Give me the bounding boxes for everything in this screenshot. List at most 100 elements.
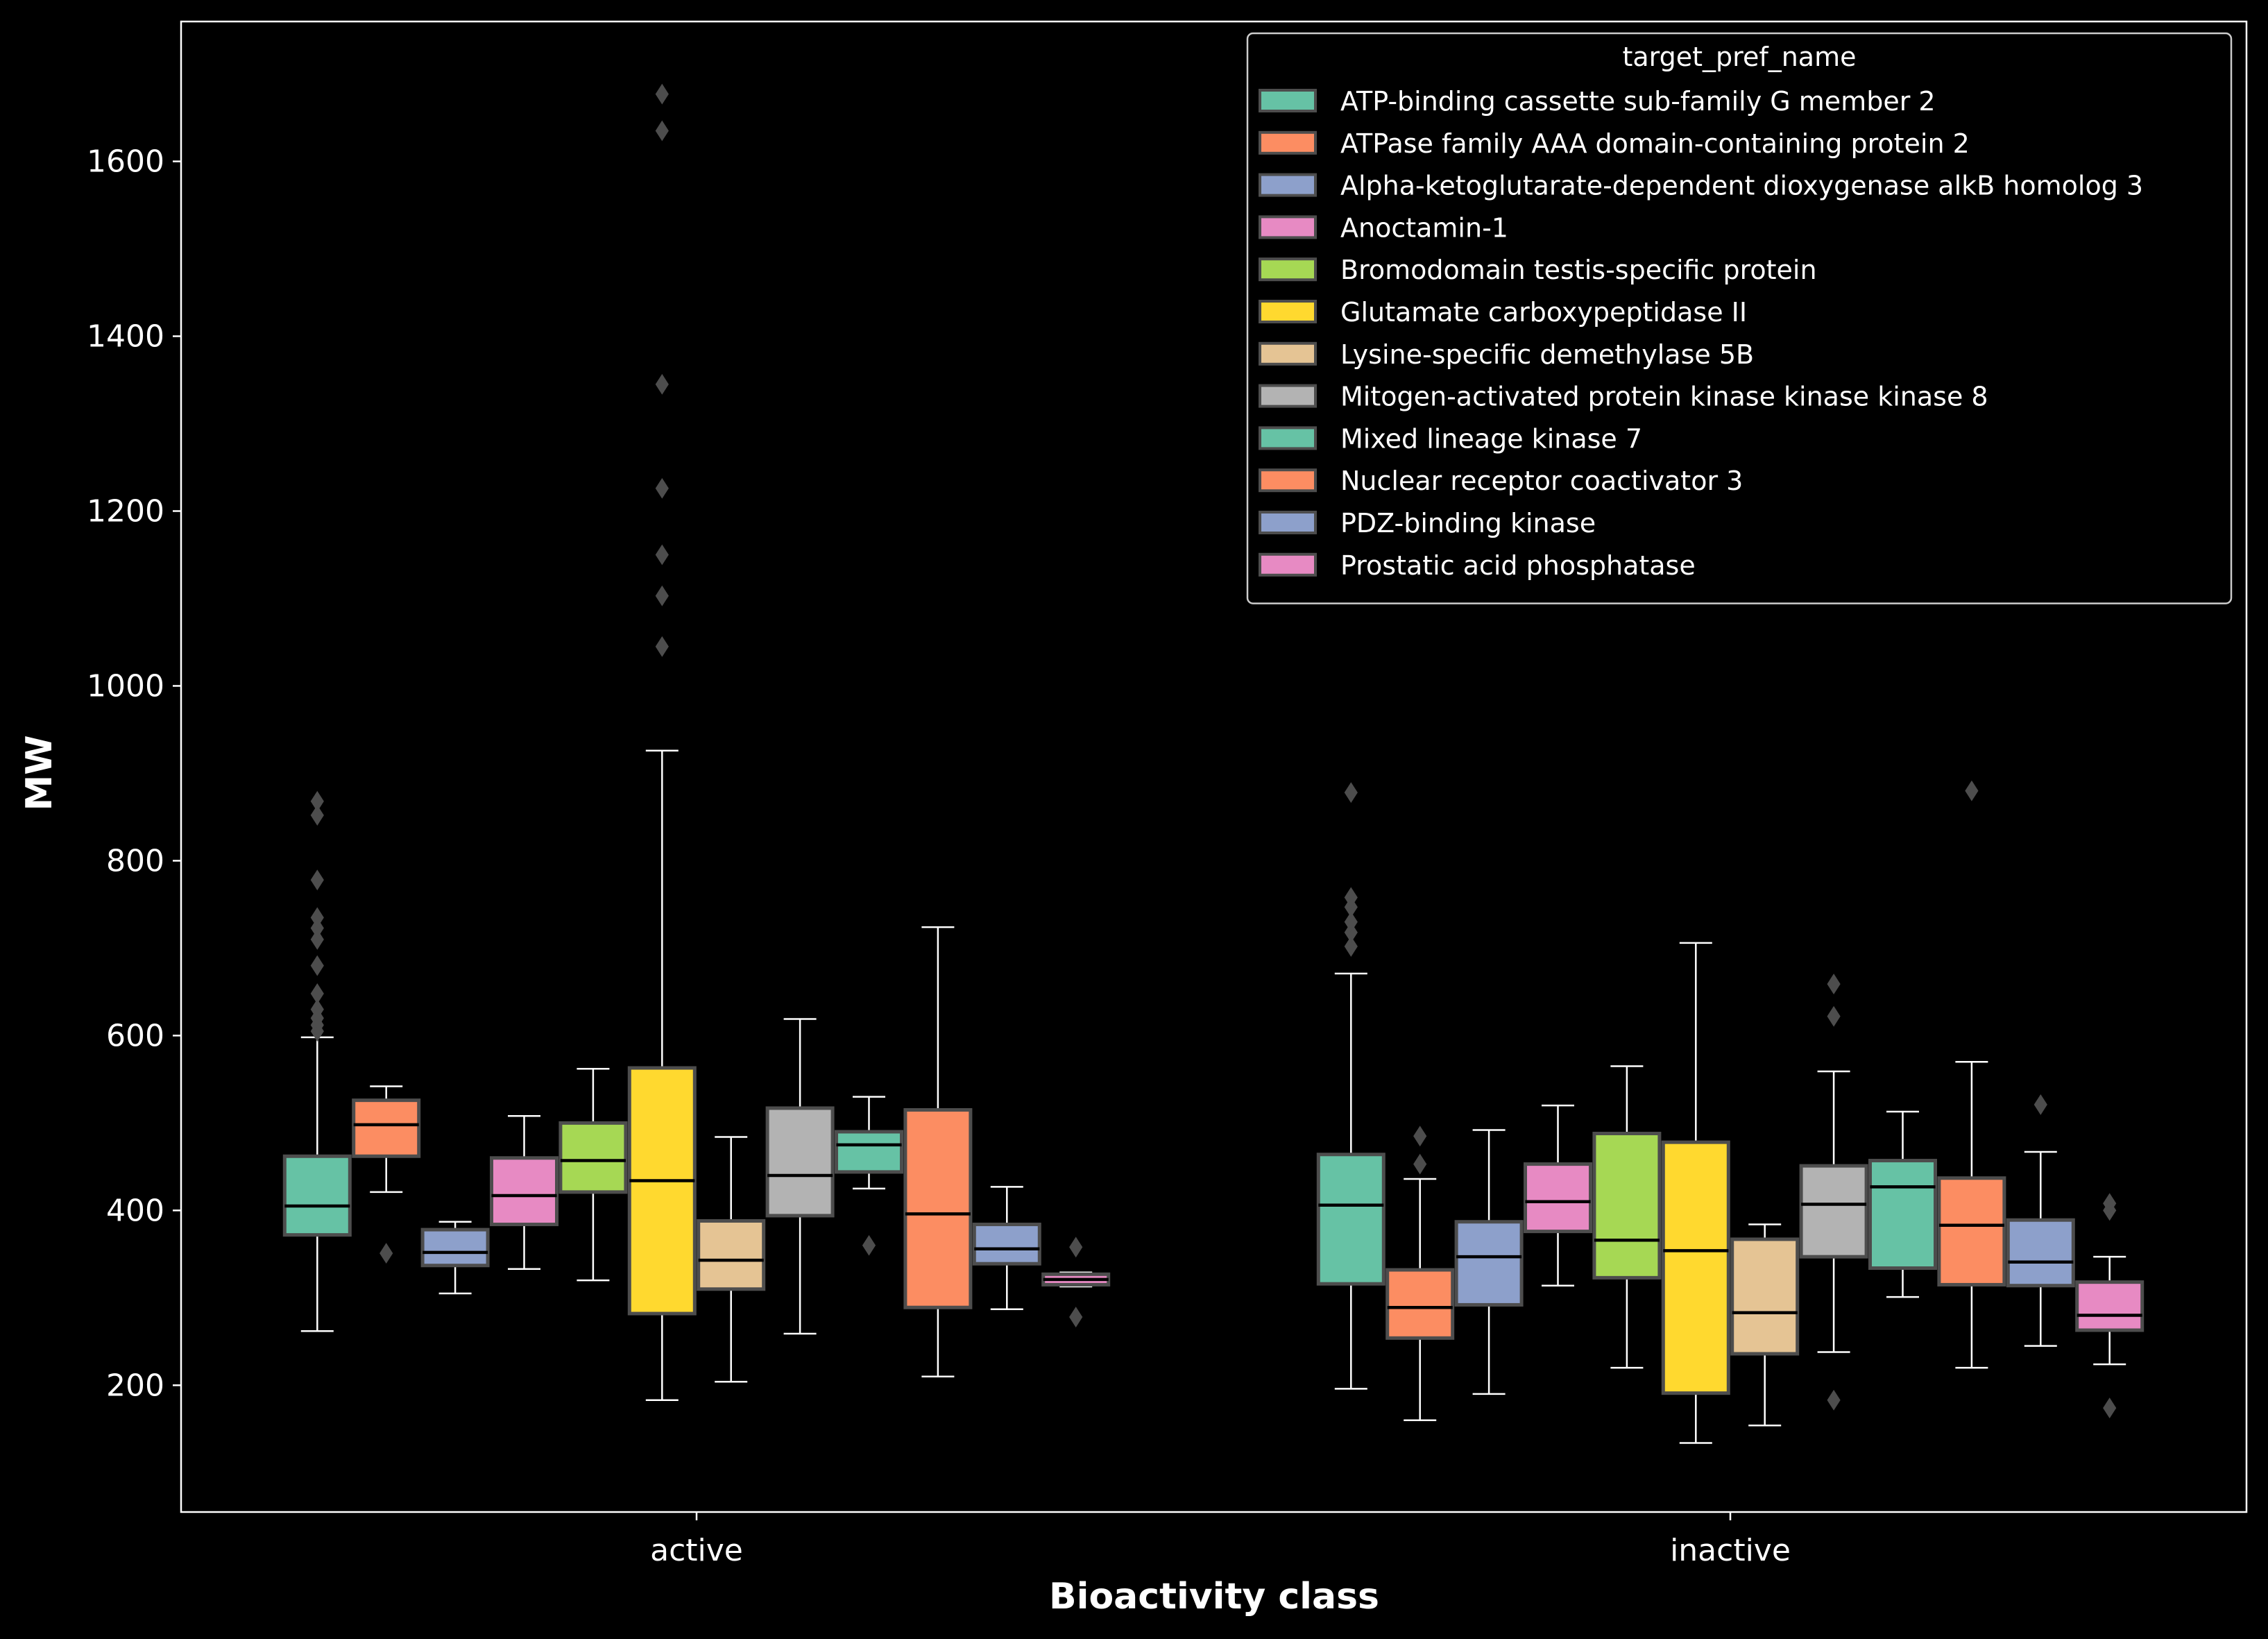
box-body xyxy=(1799,1164,1868,1259)
box-active xyxy=(903,926,973,1377)
legend-swatch xyxy=(1259,257,1317,282)
box-body xyxy=(903,1107,973,1309)
box-body xyxy=(765,1106,835,1218)
outlier-point xyxy=(655,477,669,499)
box-body xyxy=(1868,1159,1937,1271)
outlier-point xyxy=(862,1234,876,1256)
outlier-point xyxy=(310,790,324,812)
box-inactive xyxy=(2006,1094,2075,1347)
outlier-point xyxy=(1344,782,1358,804)
y-tick-label: 1600 xyxy=(87,144,164,180)
box-body xyxy=(490,1156,559,1227)
legend-swatch xyxy=(1259,511,1317,534)
box-inactive xyxy=(1592,1065,1662,1369)
box-body xyxy=(1661,1140,1730,1395)
box-body xyxy=(2006,1218,2075,1288)
legend-entry-label: ATP-binding cassette sub-family G member… xyxy=(1340,86,1936,117)
outlier-point xyxy=(380,1243,393,1264)
outlier-point xyxy=(655,120,669,142)
outlier-point xyxy=(310,917,324,939)
legend-entry-label: Mixed lineage kinase 7 xyxy=(1340,423,1642,454)
axes-frame xyxy=(180,20,2248,1513)
outlier-point xyxy=(655,83,669,105)
outlier-point xyxy=(655,636,669,657)
box-body xyxy=(835,1130,903,1174)
plot-area xyxy=(282,83,2145,1444)
box-active xyxy=(559,1068,628,1282)
y-tick-label: 1400 xyxy=(87,319,164,355)
box-body xyxy=(697,1218,766,1291)
box-body xyxy=(1524,1162,1592,1234)
outlier-point xyxy=(655,373,669,395)
x-tick-label: inactive xyxy=(1670,1533,1791,1568)
legend-swatch xyxy=(1259,341,1317,366)
box-inactive xyxy=(1385,1126,1455,1421)
box-body xyxy=(1454,1220,1524,1307)
box-body xyxy=(1937,1176,2006,1286)
box-inactive xyxy=(1730,1223,1800,1427)
legend-entry-label: ATPase family AAA domain-containing prot… xyxy=(1340,128,1970,159)
outlier-point xyxy=(310,907,324,928)
box-active xyxy=(697,1136,766,1383)
outlier-point xyxy=(1413,1153,1427,1175)
x-tick-label: active xyxy=(650,1533,743,1568)
y-axis-label: MW xyxy=(19,735,60,810)
outlier-point xyxy=(310,955,324,976)
y-tick-label: 600 xyxy=(106,1018,164,1053)
legend-entry-label: Mitogen-activated protein kinase kinase … xyxy=(1340,382,1988,412)
box-body xyxy=(627,1066,697,1316)
legend-swatch xyxy=(1259,552,1317,577)
legend-entry-label: Anoctamin-1 xyxy=(1340,212,1508,243)
box-active xyxy=(1041,1237,1111,1327)
legend-title: target_pref_name xyxy=(1623,42,1857,72)
legend-entry-label: Prostatic acid phosphatase xyxy=(1340,550,1696,581)
outlier-point xyxy=(1965,780,1979,801)
box-body xyxy=(1730,1237,1800,1356)
outlier-point xyxy=(1069,1237,1083,1258)
outlier-point xyxy=(310,869,324,891)
box-inactive xyxy=(1524,1104,1592,1286)
axes: 200 400 600 800 1000 1200 1400 1600 active inacti… xyxy=(87,20,2248,1568)
outlier-point xyxy=(2103,1398,2117,1419)
box-body xyxy=(2075,1280,2145,1332)
legend-swatch xyxy=(1259,89,1317,112)
box-inactive xyxy=(1937,780,2006,1369)
outlier-point xyxy=(310,804,324,826)
legend-entry-label: Lysine-specific demethylase 5B xyxy=(1340,339,1754,370)
outlier-point xyxy=(1344,935,1358,957)
outlier-point xyxy=(655,544,669,566)
legend-entry-label: Bromodomain testis-specific protein xyxy=(1340,255,1817,285)
legend-entry-label: Glutamate carboxypeptidase II xyxy=(1340,297,1747,328)
legend-swatch xyxy=(1259,215,1317,239)
box-active xyxy=(765,1018,835,1335)
outlier-point xyxy=(1344,887,1358,908)
box-active xyxy=(420,1221,490,1295)
y-tick-label: 200 xyxy=(106,1368,164,1403)
box-active xyxy=(972,1186,1041,1310)
legend-box xyxy=(1246,32,2233,604)
outlier-point xyxy=(2033,1094,2047,1115)
outlier-point xyxy=(1344,922,1358,943)
legend-entry-label: Nuclear receptor coactivator 3 xyxy=(1340,466,1743,496)
outlier-point xyxy=(1069,1307,1083,1327)
box-body xyxy=(1592,1131,1662,1280)
box-body xyxy=(1385,1268,1455,1340)
legend-entry-label: PDZ-binding kinase xyxy=(1340,508,1596,538)
box-active xyxy=(490,1115,559,1271)
outlier-point xyxy=(310,983,324,1004)
outlier-point xyxy=(310,928,324,950)
box-inactive xyxy=(1454,1129,1524,1395)
y-tick-label: 1000 xyxy=(87,668,164,704)
outlier-point xyxy=(1827,1005,1841,1027)
outlier-point xyxy=(1827,1389,1841,1411)
box-inactive xyxy=(1868,1110,1937,1298)
box-inactive xyxy=(1661,942,1730,1444)
box-body xyxy=(559,1121,628,1194)
y-tick-label: 800 xyxy=(106,843,164,878)
outlier-point xyxy=(655,585,669,606)
y-tick-label: 400 xyxy=(106,1193,164,1228)
outlier-point xyxy=(2103,1193,2117,1214)
box-body xyxy=(972,1223,1041,1266)
outlier-point xyxy=(1413,1126,1427,1147)
